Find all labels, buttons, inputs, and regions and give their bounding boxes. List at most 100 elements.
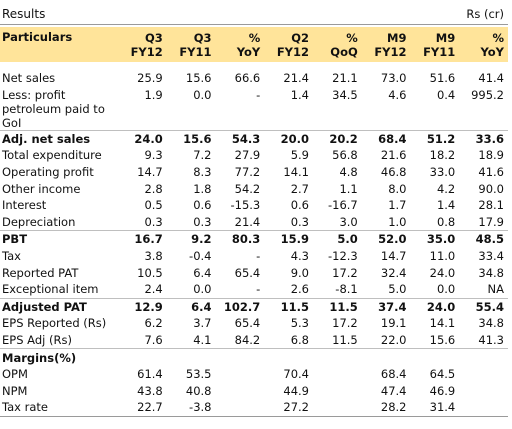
- table-cell: 61.4: [137, 367, 163, 382]
- table-header-row: Particulars Q3 FY12 Q3 FY11 % YoY Q2 FY12 % Q…: [0, 27, 508, 62]
- table-cell: 24.0: [410, 297, 460, 316]
- table-cell: 18.9: [478, 148, 504, 163]
- table-row: NPM 43.8 40.8 44.9 47.4 46.9: [0, 383, 508, 400]
- table-cell: 1.0: [388, 214, 407, 229]
- table-cell: 31.4: [410, 399, 460, 417]
- table-row: OPM 61.4 53.5 70.4 68.4 64.5: [0, 366, 508, 383]
- table-cell: 2.4: [144, 282, 163, 297]
- table-cell: 14.7: [137, 165, 163, 180]
- table-cell: 51.6: [429, 71, 456, 86]
- table-cell: 14.7: [380, 249, 407, 264]
- table-cell: 24.0: [118, 129, 167, 148]
- table-cell: [459, 383, 508, 400]
- table-cell: 3.8: [144, 249, 163, 264]
- table-cell: -16.7: [327, 198, 358, 213]
- table-row: Interest 0.5 0.6 -15.3 0.6 -16.7 1.7 1.4 28.1: [0, 197, 508, 214]
- table-cell: 47.4: [380, 383, 407, 398]
- table-cell: 8.0: [388, 181, 407, 196]
- table-cell: 33.4: [478, 249, 504, 264]
- table-cell: 54.3: [215, 129, 265, 148]
- table-cell: 4.3: [290, 249, 309, 264]
- table-cell: 11.5: [264, 297, 313, 316]
- table-cell: [459, 366, 508, 383]
- row-label: Depreciation: [2, 214, 76, 229]
- table-row: Less: profit petroleum paid to GoI 1.9 0.0…: [0, 87, 508, 131]
- table-cell: 15.6: [185, 71, 212, 86]
- table-cell: 9.0: [290, 265, 309, 280]
- row-label: NPM: [2, 383, 28, 398]
- table-cell: 32.4: [380, 265, 407, 280]
- table-cell: 4.6: [388, 87, 407, 102]
- column-header: M9 FY12: [374, 30, 407, 59]
- row-label: OPM: [2, 367, 28, 382]
- table-cell: 5.0: [313, 230, 362, 248]
- table-cell: 25.9: [137, 71, 163, 86]
- column-header: M9 FY11: [423, 30, 456, 59]
- table-row: Margins(%): [0, 348, 508, 366]
- table-cell: 21.4: [283, 71, 309, 86]
- table-cell: [459, 399, 508, 417]
- table-cell: [216, 383, 265, 400]
- row-label: Reported PAT: [2, 265, 79, 280]
- column-header: % YoY: [236, 30, 261, 59]
- results-title: Results: [2, 7, 46, 21]
- row-label: Margins(%): [0, 348, 118, 366]
- table-cell: 56.8: [332, 148, 358, 163]
- row-label: EPS Reported (Rs): [2, 316, 107, 331]
- table-row: Reported PAT 10.5 6.4 65.4 9.0 17.2 32.4 24.0 34…: [0, 264, 508, 281]
- table-cell: 1.8: [193, 181, 212, 196]
- table-cell: 20.0: [264, 129, 313, 148]
- table-cell: 55.4: [459, 297, 508, 316]
- row-label: Tax rate: [0, 399, 118, 417]
- table-cell: 4.2: [436, 181, 456, 196]
- table-cell: 19.1: [380, 316, 407, 331]
- table-cell: 14.1: [429, 316, 456, 331]
- table-cell: 41.6: [478, 165, 504, 180]
- table-cell: 5.3: [290, 316, 309, 331]
- table-cell: 8.3: [193, 165, 212, 180]
- table-cell: -0.4: [189, 249, 212, 264]
- table-cell: 28.2: [361, 399, 411, 417]
- table-cell: 0.3: [193, 214, 212, 229]
- row-label: Less: profit petroleum paid to GoI: [2, 87, 105, 130]
- table-cell: 24.0: [429, 265, 456, 280]
- table-cell: 37.4: [361, 297, 411, 316]
- table-row: Net sales 25.9 15.6 66.6 21.4 21.1 73.0 51.6 41.…: [0, 70, 508, 87]
- table-cell: 0.0: [193, 87, 212, 102]
- table-cell: 0.5: [144, 198, 163, 213]
- table-cell: [264, 348, 313, 366]
- table-cell: 65.4: [234, 316, 261, 331]
- table-cell: 1.1: [339, 181, 358, 196]
- title-bar: Results Rs (cr): [0, 0, 508, 25]
- table-cell: 1.9: [144, 87, 163, 102]
- table-cell: 73.0: [380, 71, 407, 86]
- row-label: Other income: [2, 181, 81, 196]
- table-cell: 54.2: [234, 181, 261, 196]
- table-cell: 34.8: [478, 316, 504, 331]
- table-cell: -3.8: [166, 399, 216, 417]
- table-cell: 65.4: [234, 265, 261, 280]
- table-cell: 2.7: [290, 181, 309, 196]
- table-cell: 0.8: [436, 214, 456, 229]
- table-cell: 11.0: [429, 249, 456, 264]
- table-cell: 4.1: [193, 333, 212, 348]
- table-row: Tax rate 22.7 -3.8 27.2 28.2 31.4: [0, 399, 508, 417]
- table-cell: 64.5: [429, 367, 456, 382]
- table-cell: 102.7: [215, 297, 265, 316]
- table-cell: 34.8: [478, 265, 504, 280]
- table-cell: [215, 348, 265, 366]
- table-row: Exceptional item 2.4 0.0 - 2.6 -8.1 5.0 0.0 NA: [0, 281, 508, 298]
- table-cell: 41.3: [478, 333, 504, 348]
- table-cell: 21.4: [234, 214, 261, 229]
- table-cell: 0.3: [290, 214, 309, 229]
- table-cell: 0.6: [290, 198, 309, 213]
- table-row: Adjusted PAT 12.9 6.4 102.7 11.5 11.5 37.4 24.0…: [0, 297, 508, 316]
- column-header: Q2 FY12: [276, 30, 309, 59]
- table-cell: 0.0: [436, 282, 456, 297]
- table-cell: -15.3: [230, 198, 261, 213]
- column-header: % YoY: [480, 30, 505, 59]
- row-label: EPS Adj (Rs): [2, 333, 72, 348]
- table-cell: 15.6: [429, 333, 456, 348]
- table-cell: 0.6: [193, 198, 212, 213]
- table-cell: 16.7: [118, 230, 167, 248]
